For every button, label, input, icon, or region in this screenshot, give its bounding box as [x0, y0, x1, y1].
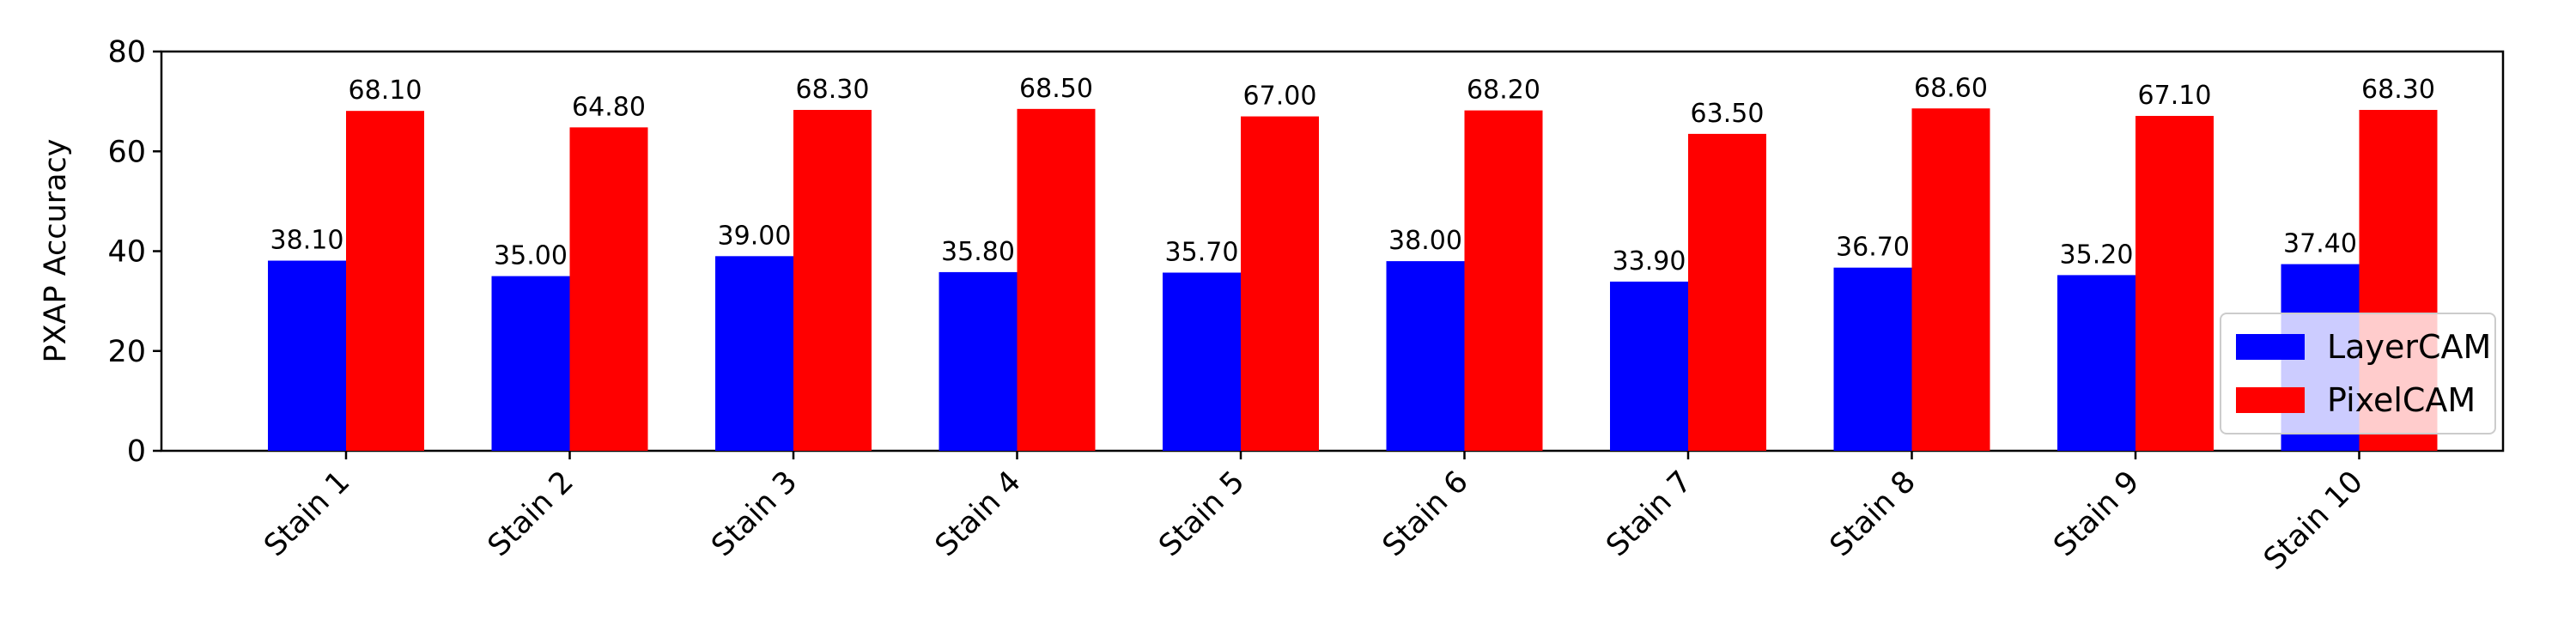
- data-label-pixelcam-1: 68.10: [349, 76, 422, 106]
- data-label-pixelcam-4: 68.50: [1019, 74, 1093, 104]
- y-axis-title: PXAP Accuracy: [39, 138, 73, 362]
- data-label-layercam-1: 38.10: [270, 226, 344, 256]
- data-label-layercam-2: 35.00: [494, 241, 568, 271]
- data-label-pixelcam-7: 63.50: [1691, 99, 1765, 129]
- y-axis: 0 20 40 60 80: [107, 35, 161, 469]
- x-tick-label: Stain 8: [1824, 465, 1923, 563]
- data-label-pixelcam-8: 68.60: [1914, 73, 1988, 103]
- bar-layercam-8: [1833, 267, 1912, 451]
- bar-layercam-4: [939, 271, 1018, 451]
- bar-layercam-1: [268, 260, 346, 451]
- x-tick-label: Stain 6: [1376, 465, 1475, 563]
- bar-pixelcam-7: [1688, 133, 1766, 451]
- x-tick-label: Stain 1: [258, 465, 356, 563]
- data-label-layercam-4: 35.80: [941, 237, 1015, 267]
- data-label-layercam-7: 33.90: [1613, 246, 1686, 276]
- data-labels: 38.10 35.00 39.00 35.80 35.70 38.00 33.90 36.70…: [270, 73, 2435, 276]
- data-label-pixelcam-9: 67.10: [2138, 81, 2212, 111]
- bar-layercam-2: [491, 276, 570, 451]
- bar-layercam-9: [2057, 275, 2136, 451]
- data-label-layercam-8: 36.70: [1836, 233, 1910, 263]
- legend-swatch-layercam: [2236, 334, 2305, 360]
- bar-pixelcam-4: [1017, 108, 1096, 451]
- y-tick-label: 60: [107, 135, 146, 169]
- bar-pixelcam-5: [1241, 116, 1319, 451]
- data-label-layercam-5: 35.70: [1165, 237, 1239, 267]
- bar-layercam-3: [715, 256, 793, 451]
- y-tick-label: 40: [107, 235, 146, 270]
- y-tick-label: 20: [107, 335, 146, 369]
- bar-pixelcam-8: [1911, 108, 1990, 451]
- legend: LayerCAM PixelCAM: [2220, 313, 2496, 434]
- x-tick-label: Stain 5: [1152, 465, 1251, 563]
- legend-swatch-pixelcam: [2236, 387, 2305, 413]
- x-axis: Stain 1 Stain 2 Stain 3 Stain 4 Stain 5 Stain…: [258, 451, 2370, 577]
- data-label-layercam-10: 37.40: [2283, 229, 2357, 259]
- x-tick-label: Stain 4: [929, 465, 1028, 563]
- data-label-pixelcam-10: 68.30: [2361, 75, 2435, 105]
- legend-label-pixelcam: PixelCAM: [2327, 381, 2476, 419]
- data-label-layercam-3: 39.00: [718, 221, 792, 251]
- bar-pixelcam-9: [2136, 115, 2214, 451]
- data-label-layercam-6: 38.00: [1388, 226, 1462, 256]
- data-label-pixelcam-2: 64.80: [572, 92, 646, 122]
- bar-pixelcam-1: [346, 111, 424, 451]
- bar-layercam-7: [1610, 281, 1688, 451]
- y-tick-label: 0: [127, 434, 146, 469]
- data-label-pixelcam-3: 68.30: [796, 75, 870, 105]
- x-tick-label: Stain 7: [1600, 465, 1698, 563]
- y-tick-label: 80: [107, 35, 146, 70]
- data-label-layercam-9: 35.20: [2060, 240, 2134, 270]
- bar-layercam-6: [1386, 261, 1465, 451]
- data-label-pixelcam-5: 67.00: [1243, 82, 1317, 112]
- x-tick-label: Stain 2: [482, 465, 580, 563]
- bar-layercam-5: [1163, 272, 1241, 451]
- plot-area: 38.10 35.00 39.00 35.80 35.70 38.00 33.90 36.70…: [107, 35, 2505, 577]
- bar-pixelcam-3: [793, 110, 872, 451]
- bar-pixelcam-6: [1464, 110, 1543, 451]
- bars: [268, 108, 2438, 451]
- legend-label-layercam: LayerCAM: [2327, 328, 2491, 366]
- x-tick-label: Stain 9: [2047, 465, 2146, 563]
- bar-pixelcam-2: [569, 127, 648, 451]
- x-tick-label: Stain 10: [2257, 465, 2370, 577]
- x-tick-label: Stain 3: [705, 465, 804, 563]
- data-label-pixelcam-6: 68.20: [1467, 76, 1540, 106]
